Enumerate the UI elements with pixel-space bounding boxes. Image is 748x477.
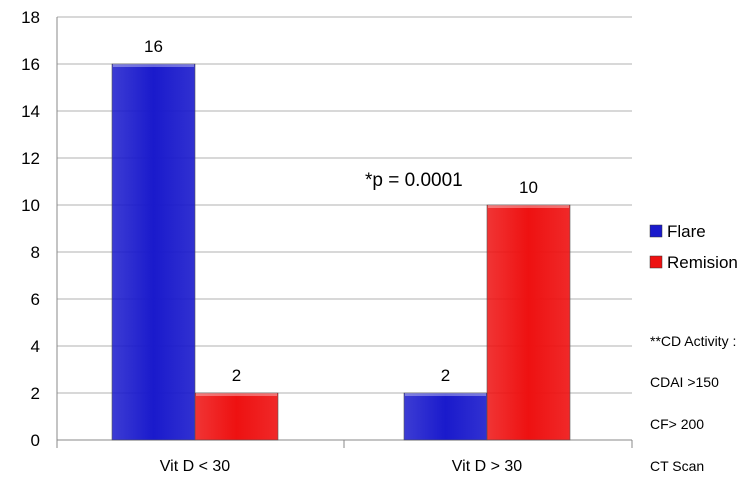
note-line: CF> 200: [650, 416, 704, 432]
bar-highlight: [196, 393, 277, 396]
note-line: CT Scan: [650, 458, 704, 474]
y-tick-label: 18: [21, 8, 40, 27]
data-labels: 16 2 2 10: [144, 37, 538, 385]
y-tick-label: 8: [31, 243, 40, 262]
note-line: CDAI >150: [650, 374, 719, 390]
data-label: 2: [232, 366, 241, 385]
y-tick-label: 12: [21, 149, 40, 168]
bar-flare-1: [403, 392, 488, 441]
note-line: **CD Activity :: [650, 333, 736, 349]
legend-swatch-flare: [649, 224, 663, 238]
bar-highlight: [488, 205, 569, 208]
bar-remision-0: [194, 392, 279, 441]
bar-highlight: [405, 393, 486, 396]
y-tick-label: 6: [31, 290, 40, 309]
x-category-label: Vit D > 30: [452, 458, 523, 475]
bar-flare-0: [111, 63, 196, 441]
p-value-annotation: *p = 0.0001: [365, 170, 463, 191]
y-tick-label: 2: [31, 384, 40, 403]
x-axis-categories: Vit D < 30 Vit D > 30: [160, 458, 523, 475]
y-tick-label: 4: [31, 337, 40, 356]
legend: Flare Remision: [649, 222, 738, 272]
y-tick-label: 10: [21, 196, 40, 215]
y-tick-label: 16: [21, 55, 40, 74]
notes: **CD Activity : CDAI >150 CF> 200 CT Scan: [650, 333, 736, 474]
y-tick-label: 14: [21, 102, 40, 121]
bar-remision-1: [486, 204, 571, 441]
bar-highlight: [113, 64, 194, 67]
data-label: 2: [441, 366, 450, 385]
y-axis-ticks: 0 2 4 6 8 10 12 14 16 18: [21, 8, 40, 450]
legend-swatch-remision: [649, 255, 663, 269]
y-tick-label: 0: [31, 431, 40, 450]
x-category-label: Vit D < 30: [160, 458, 231, 475]
data-label: 16: [144, 37, 163, 56]
legend-label-remision: Remision: [667, 253, 738, 272]
data-label: 10: [519, 178, 538, 197]
bars: [111, 63, 571, 441]
legend-label-flare: Flare: [667, 222, 706, 241]
